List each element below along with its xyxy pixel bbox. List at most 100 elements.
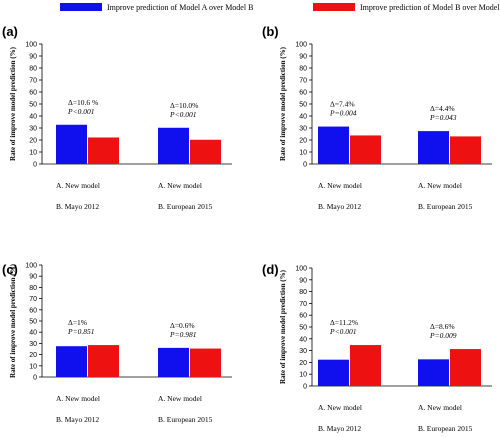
y-tick-label: 0 xyxy=(33,162,37,169)
y-tick-label: 90 xyxy=(299,54,307,61)
y-tick-label: 80 xyxy=(29,66,37,73)
bar-model-b-over-a xyxy=(88,137,119,164)
group-label-model-b: B. European 2015 xyxy=(158,202,213,211)
y-tick-label: 10 xyxy=(299,372,307,379)
bar-model-a-over-b xyxy=(318,359,349,386)
p-value-annotation: P<0.001 xyxy=(169,110,197,119)
group-label-model-a: A. New model xyxy=(418,403,462,412)
bar-model-b-over-a xyxy=(88,345,119,377)
group-label-model-b: B. European 2015 xyxy=(418,202,473,211)
group-label-model-a: A. New model xyxy=(158,181,202,190)
delta-annotation: Δ=11.2% xyxy=(330,318,358,327)
p-value-annotation: P=0.981 xyxy=(169,330,197,339)
y-tick-label: 90 xyxy=(29,54,37,61)
y-tick-label: 80 xyxy=(299,289,307,296)
bar-model-a-over-b xyxy=(56,124,87,164)
group-label-model-b: B. Mayo 2012 xyxy=(56,415,99,424)
y-tick-label: 30 xyxy=(29,126,37,133)
y-tick-label: 0 xyxy=(33,375,37,382)
y-tick-label: 80 xyxy=(29,285,37,292)
y-tick-label: 40 xyxy=(299,336,307,343)
chart-panel-a: (a) 0 10 20 30 40 50 60 70 80 90 100 Rate of improve… xyxy=(2,24,232,211)
bar-model-b-over-a xyxy=(350,135,381,164)
y-tick-label: 90 xyxy=(29,274,37,281)
delta-annotation: Δ=1% xyxy=(68,318,87,327)
bar-model-a-over-b xyxy=(56,346,87,377)
legend-label-b-over-a: Improve prediction of Model B over Model… xyxy=(360,3,500,12)
p-value-annotation: P=0.043 xyxy=(429,113,457,122)
y-tick-label: 60 xyxy=(299,90,307,97)
group-label-model-b: B. Mayo 2012 xyxy=(318,202,361,211)
group-label-model-b: B. Mayo 2012 xyxy=(56,202,99,211)
panel-label: (a) xyxy=(2,24,18,39)
group-label-model-b: B. Mayo 2012 xyxy=(318,424,361,433)
chart-panel-c: (c) 0 10 20 30 40 50 60 70 80 90 100 Rate of improve… xyxy=(2,262,232,424)
bar-model-a-over-b xyxy=(158,347,189,377)
legend: Improve prediction of Model A over Model… xyxy=(60,3,500,12)
panel-label: (b) xyxy=(262,24,279,39)
group-label-model-a: A. New model xyxy=(56,394,100,403)
legend-swatch-b-over-a xyxy=(313,3,355,11)
group-label-model-a: A. New model xyxy=(318,403,362,412)
group-label-model-a: A. New model xyxy=(158,394,202,403)
y-tick-label: 70 xyxy=(29,78,37,85)
y-tick-label: 30 xyxy=(299,348,307,355)
p-value-annotation: P=0.009 xyxy=(429,331,457,340)
bar-model-b-over-a xyxy=(190,348,221,377)
y-tick-label: 20 xyxy=(29,138,37,145)
panel-label: (d) xyxy=(262,262,279,277)
bar-model-b-over-a xyxy=(350,345,381,386)
delta-annotation: Δ=10.0% xyxy=(170,101,198,110)
bar-model-a-over-b xyxy=(318,126,349,164)
panel-label: (c) xyxy=(2,262,18,277)
p-value-annotation: P<0.001 xyxy=(67,107,95,116)
group-label-model-a: A. New model xyxy=(418,181,462,190)
y-tick-label: 60 xyxy=(29,90,37,97)
y-tick-label: 40 xyxy=(29,114,37,121)
y-tick-label: 100 xyxy=(295,266,307,273)
y-tick-label: 60 xyxy=(299,313,307,320)
bar-model-a-over-b xyxy=(418,131,449,164)
y-axis-title: Rate of improve model prediction (%) xyxy=(9,263,17,378)
y-tick-label: 50 xyxy=(299,325,307,332)
y-tick-label: 10 xyxy=(299,150,307,157)
y-tick-label: 50 xyxy=(299,102,307,109)
y-tick-label: 10 xyxy=(29,363,37,370)
bar-model-b-over-a xyxy=(190,139,221,164)
y-tick-label: 90 xyxy=(299,277,307,284)
y-tick-label: 20 xyxy=(299,360,307,367)
delta-annotation: Δ=7.4% xyxy=(330,100,355,109)
y-tick-label: 30 xyxy=(29,341,37,348)
p-value-annotation: P=0.851 xyxy=(67,327,95,336)
y-axis-title: Rate of improve model prediction (%) xyxy=(279,269,287,384)
delta-annotation: Δ=10.6 % xyxy=(68,98,98,107)
group-label-model-a: A. New model xyxy=(318,181,362,190)
bar-model-b-over-a xyxy=(450,349,481,386)
y-tick-label: 30 xyxy=(299,126,307,133)
y-tick-label: 0 xyxy=(303,384,307,391)
y-tick-label: 50 xyxy=(29,319,37,326)
p-value-annotation: P=0.004 xyxy=(329,109,357,118)
group-label-model-a: A. New model xyxy=(56,181,100,190)
group-label-model-b: B. European 2015 xyxy=(418,424,473,433)
y-tick-label: 40 xyxy=(299,114,307,121)
y-tick-label: 10 xyxy=(29,150,37,157)
p-value-annotation: P<0.001 xyxy=(329,327,357,336)
y-tick-label: 20 xyxy=(299,138,307,145)
y-tick-label: 0 xyxy=(303,162,307,169)
y-tick-label: 20 xyxy=(29,352,37,359)
y-tick-label: 100 xyxy=(25,42,37,49)
y-tick-label: 40 xyxy=(29,330,37,337)
y-tick-label: 70 xyxy=(29,296,37,303)
legend-label-a-over-b: Improve prediction of Model A over Model… xyxy=(107,3,253,12)
y-tick-label: 100 xyxy=(25,263,37,270)
group-label-model-b: B. European 2015 xyxy=(158,415,213,424)
chart-panel-d: (d) 0 10 20 30 40 50 60 70 80 90 100 Rate of improve… xyxy=(262,262,492,433)
bar-model-b-over-a xyxy=(450,136,481,164)
y-tick-label: 70 xyxy=(299,301,307,308)
bar-model-a-over-b xyxy=(158,127,189,164)
y-tick-label: 80 xyxy=(299,66,307,73)
y-tick-label: 60 xyxy=(29,307,37,314)
delta-annotation: Δ=4.4% xyxy=(430,104,455,113)
y-tick-label: 50 xyxy=(29,102,37,109)
